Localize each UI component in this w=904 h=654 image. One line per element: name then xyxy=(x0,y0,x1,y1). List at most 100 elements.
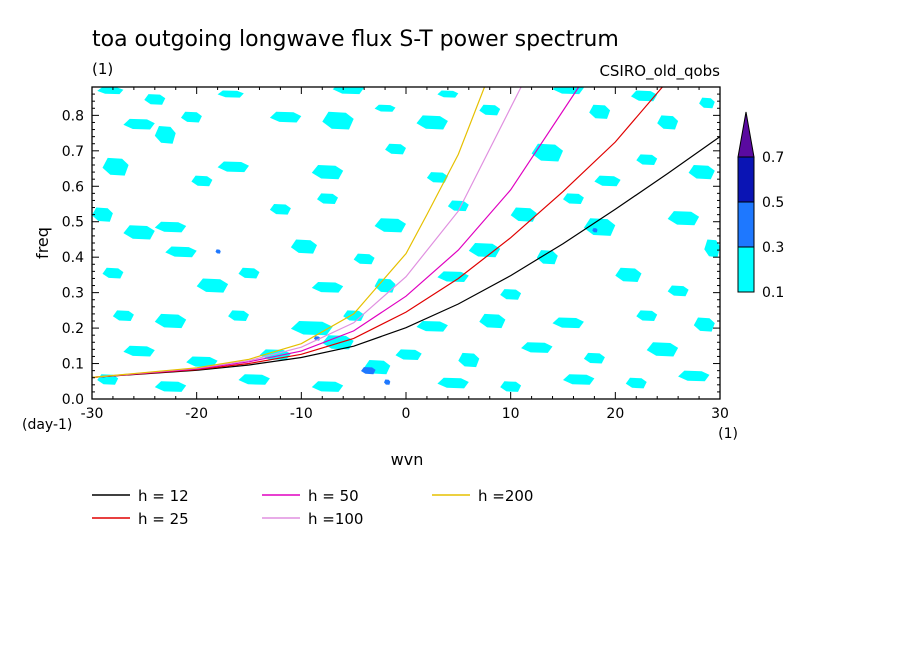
y-tick-label: 0.1 xyxy=(62,357,84,373)
contour-patch xyxy=(552,317,584,329)
x-tick-label: -20 xyxy=(185,406,208,422)
contour-patch xyxy=(563,193,584,204)
contour-patch xyxy=(552,87,584,95)
contour-patch xyxy=(416,115,448,130)
contour-patch xyxy=(154,126,176,144)
contour-patch xyxy=(458,352,480,368)
contour-patch xyxy=(385,143,406,155)
contour-patch xyxy=(144,94,166,105)
x-axis: -30 -20 -10 0 10 20 30 xyxy=(81,87,729,422)
contour-patch xyxy=(217,90,244,98)
y-tick-label: 0.8 xyxy=(62,108,84,124)
contour-patch xyxy=(215,249,221,254)
contour-patch xyxy=(374,218,406,233)
contour-patch xyxy=(636,310,658,321)
x-tick-label: 10 xyxy=(502,406,520,422)
contour-patch xyxy=(678,370,710,382)
x-tick-label: -10 xyxy=(290,406,313,422)
contour-patch xyxy=(521,342,553,353)
contour-patch xyxy=(667,285,689,297)
contour-patch xyxy=(437,271,469,282)
contour-patch xyxy=(238,374,270,385)
contour-patch xyxy=(667,211,700,226)
contour-patch xyxy=(625,377,647,389)
contour-patch xyxy=(693,317,715,332)
contour-patch xyxy=(500,381,522,392)
contour-patch xyxy=(311,165,344,180)
contour-patch xyxy=(374,104,396,112)
x-tick-label: 20 xyxy=(606,406,624,422)
y-tick-label: 0.7 xyxy=(62,144,84,160)
contour-patch xyxy=(317,193,338,204)
contour-patch xyxy=(196,278,229,293)
y-tick-label: 0.4 xyxy=(62,250,84,266)
y-unit-label: (day-1) xyxy=(22,417,72,433)
contour-patch xyxy=(238,267,260,279)
y-axis-label: freq xyxy=(33,227,52,259)
contour-patch xyxy=(704,239,720,258)
contour-patch xyxy=(657,115,679,130)
curve-h-12 xyxy=(92,136,720,378)
legend-entry: h =100 xyxy=(308,510,363,528)
contour-patch xyxy=(615,267,642,282)
contour-patch xyxy=(123,225,155,240)
contour-patch xyxy=(426,172,448,183)
contour-patch xyxy=(269,204,291,215)
contour-patch xyxy=(468,243,501,258)
contour-patch xyxy=(102,157,129,176)
curve-h-25 xyxy=(92,87,663,378)
contour-patch xyxy=(416,321,448,332)
contour-patch xyxy=(269,111,302,123)
contour-patch xyxy=(353,253,375,265)
legend: h = 12 h = 25 h = 50 h =100 h =200 xyxy=(92,487,533,528)
contour-patch xyxy=(217,161,249,173)
contour-patch xyxy=(688,165,715,180)
legend-entry: h =200 xyxy=(478,487,533,505)
colorbar: 0.1 0.3 0.5 0.7 xyxy=(737,111,784,301)
contour-patch xyxy=(631,90,658,102)
y-tick-label: 0.3 xyxy=(62,286,84,302)
contour-patch xyxy=(437,90,459,98)
x-tick-label: 30 xyxy=(711,406,729,422)
legend-entry: h = 50 xyxy=(308,487,359,505)
y-tick-label: 0.0 xyxy=(62,392,84,408)
contour-patch xyxy=(165,246,197,258)
y-tick-label: 0.5 xyxy=(62,215,84,231)
contour-patch xyxy=(699,97,715,109)
colorbar-segment xyxy=(737,201,755,248)
contour-patch xyxy=(583,218,616,236)
contour-patch xyxy=(154,313,187,329)
contour-patch xyxy=(646,342,679,357)
contour-patch xyxy=(636,154,658,165)
contour-patch xyxy=(290,321,333,336)
contour-patch xyxy=(97,87,124,95)
contour-patch xyxy=(228,310,249,321)
chart-title: toa outgoing longwave flux S-T power spe… xyxy=(92,27,619,52)
colorbar-extend-max xyxy=(737,111,755,158)
contour-patch xyxy=(384,379,391,385)
x-axis-label: wvn xyxy=(391,450,424,469)
contour-fill-layer xyxy=(92,87,720,392)
dispersion-curves xyxy=(92,87,720,378)
contour-patch xyxy=(437,377,469,389)
contour-patch xyxy=(311,381,344,392)
colorbar-label: 0.1 xyxy=(762,285,784,301)
contour-patch xyxy=(563,374,595,385)
contour-patch xyxy=(290,239,317,254)
curve-h-50 xyxy=(92,87,580,378)
contour-patch xyxy=(123,118,155,130)
contour-patch xyxy=(123,345,155,357)
x-tick-label: 0 xyxy=(402,406,411,422)
contour-patch xyxy=(479,313,506,329)
contour-patch xyxy=(447,200,469,212)
x-unit-label: (1) xyxy=(718,426,738,442)
contour-patch xyxy=(311,282,344,293)
curve-h-200 xyxy=(92,87,486,378)
contour-patch xyxy=(583,352,605,364)
subtitle-right: CSIRO_old_qobs xyxy=(599,62,720,81)
colorbar-segment xyxy=(737,246,755,293)
colorbar-label: 0.5 xyxy=(762,195,784,211)
legend-entry: h = 12 xyxy=(138,487,189,505)
contour-patch xyxy=(332,87,365,95)
contour-patch xyxy=(510,207,537,222)
